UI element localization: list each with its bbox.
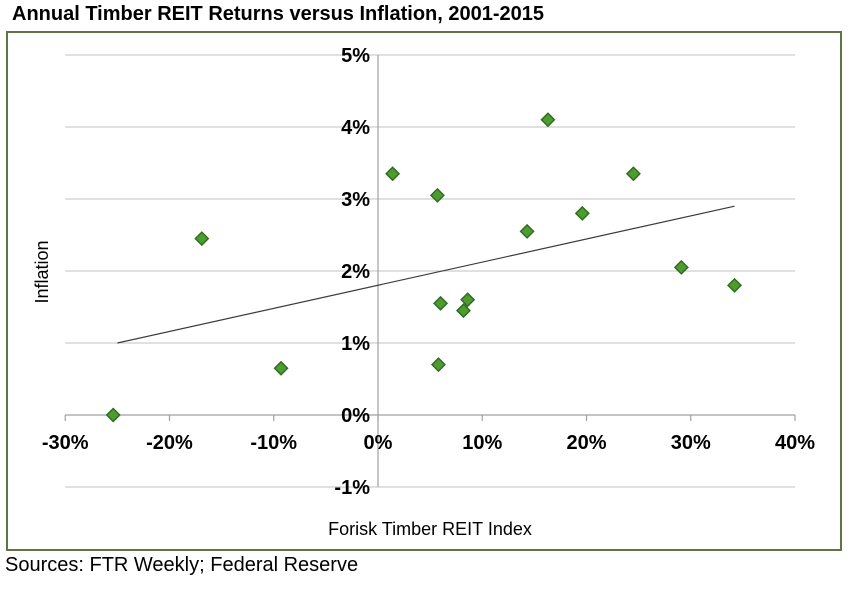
y-tick-label: 5% <box>341 45 370 67</box>
y-tick-label: 4% <box>341 117 370 139</box>
scatter-plot: -30% -20% -10% 0% 10% 20% 30% 40% 5% 4% 3% 2% 1% 0% -1… <box>32 45 815 539</box>
y-tick-label: 3% <box>341 189 370 211</box>
y-axis-title: Inflation <box>32 240 52 303</box>
data-point <box>430 357 446 373</box>
tick-label-layer: -30% -20% -10% 0% 10% 20% 30% 40% 5% 4% 3% 2% 1% 0% -1… <box>42 45 815 499</box>
x-tick-label: 0% <box>364 432 393 454</box>
chart-title: Annual Timber REIT Returns versus Inflat… <box>12 3 545 25</box>
x-tick-label: 10% <box>462 432 502 454</box>
data-point <box>625 166 641 182</box>
x-axis-title: Forisk Timber REIT Index <box>328 519 532 539</box>
data-point <box>519 223 535 239</box>
y-tick-label: 2% <box>341 261 370 283</box>
x-tick-label: 30% <box>671 432 711 454</box>
x-tick-label: -30% <box>42 432 89 454</box>
data-point <box>105 407 121 423</box>
chart-frame: -30% -20% -10% 0% 10% 20% 30% 40% 5% 4% 3% 2% 1% 0% -1… <box>6 31 842 551</box>
y-tick-label: 1% <box>341 333 370 355</box>
data-point <box>460 292 476 308</box>
data-layer <box>105 112 743 423</box>
y-tick-label: 0% <box>341 405 370 427</box>
grid-layer <box>65 54 795 488</box>
data-point <box>429 187 445 203</box>
sources-note: Sources: FTR Weekly; Federal Reserve <box>5 554 359 576</box>
x-tick-label: -20% <box>146 432 193 454</box>
data-point <box>273 360 289 376</box>
x-tick-label: 20% <box>566 432 606 454</box>
data-point <box>540 112 556 128</box>
data-point <box>385 166 401 182</box>
trend-line <box>117 205 735 344</box>
axis-layer <box>64 55 796 487</box>
data-point <box>433 295 449 311</box>
data-point <box>194 231 210 247</box>
x-tick-label: 40% <box>775 432 815 454</box>
data-point <box>574 205 590 221</box>
data-point <box>727 277 743 293</box>
x-tick-label: -10% <box>250 432 297 454</box>
y-tick-label: -1% <box>334 477 370 499</box>
data-point <box>673 259 689 275</box>
data-point <box>455 303 471 319</box>
